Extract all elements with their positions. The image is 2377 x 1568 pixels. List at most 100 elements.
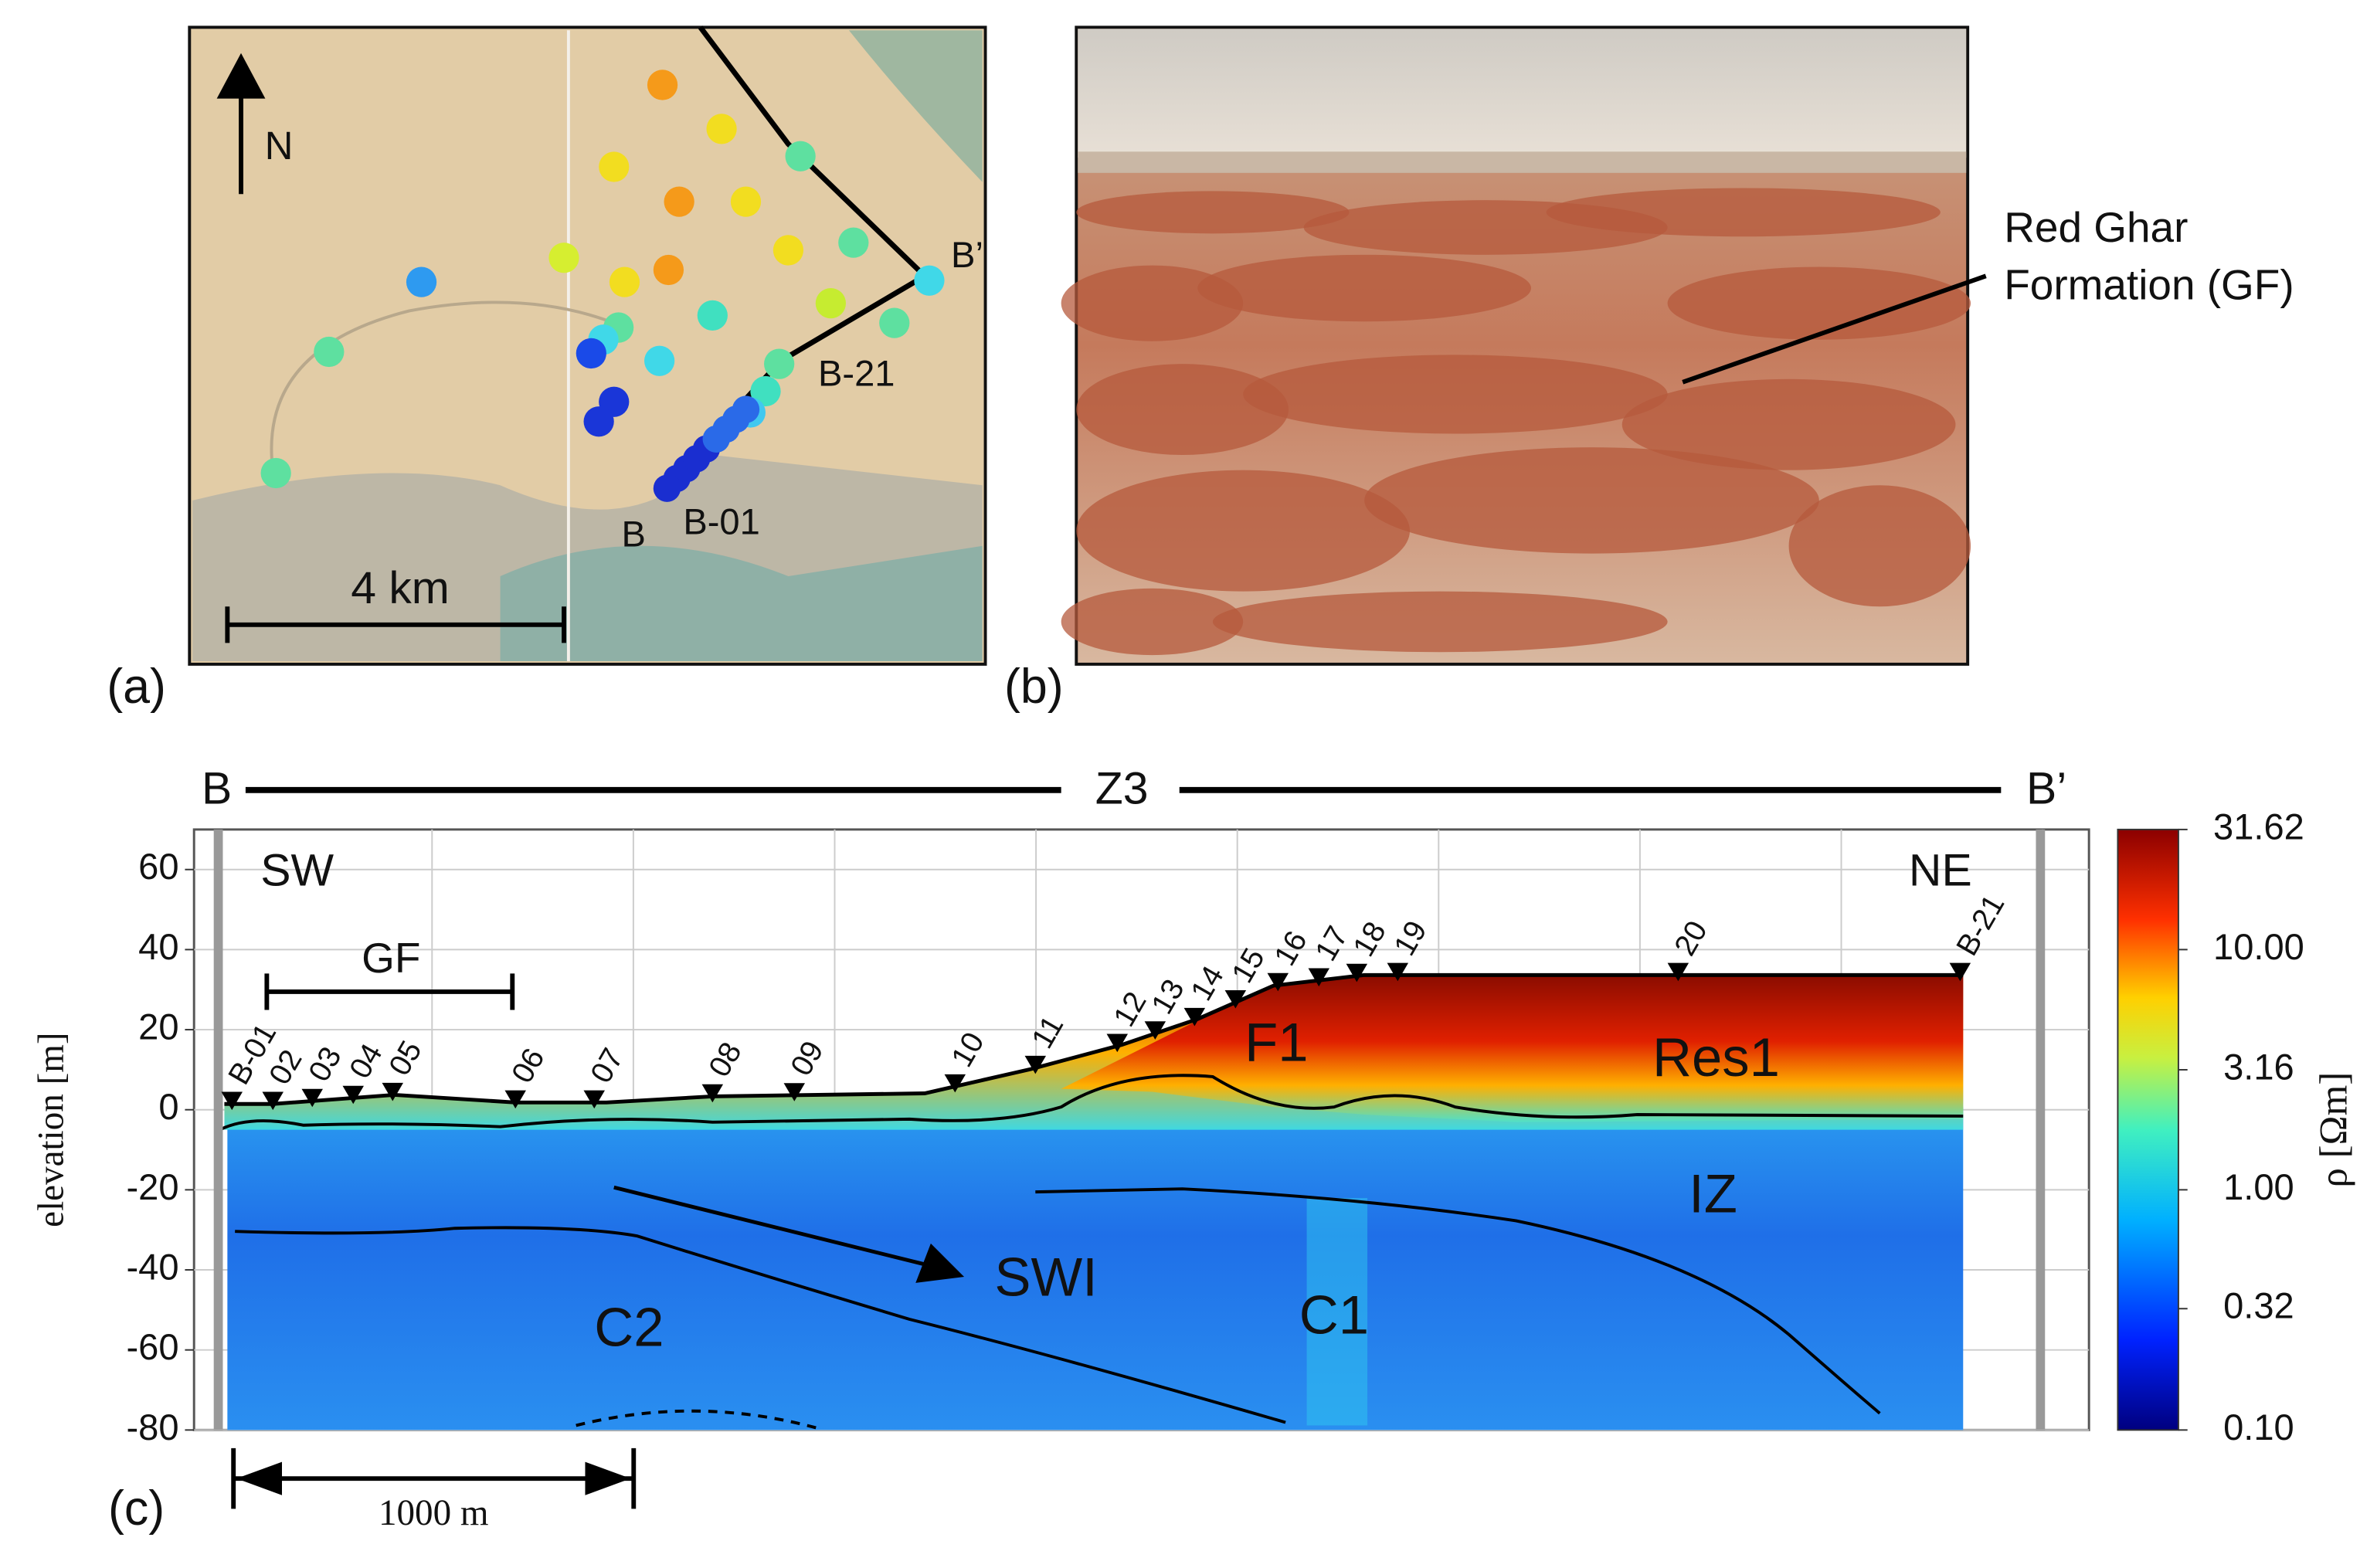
photo-horizon	[1078, 151, 1967, 173]
map-label: B’	[951, 234, 983, 275]
panel-label: (b)	[1004, 660, 1064, 714]
station-marker	[1267, 972, 1289, 992]
map-vegetation	[848, 30, 983, 182]
colorbar-label: ρ [Ωm]	[2313, 1072, 2356, 1188]
photo-rock	[1243, 355, 1668, 434]
y-tick-label: 0	[158, 1086, 178, 1127]
north-arrowhead	[216, 53, 266, 99]
map-dot	[914, 265, 945, 296]
map-dot	[314, 336, 345, 368]
y-tick-label: 60	[138, 846, 178, 887]
map-dot	[576, 338, 606, 369]
map-dot	[548, 243, 579, 273]
map-dot	[609, 266, 640, 297]
profile-label: B’	[2026, 763, 2066, 813]
station-marker	[382, 1082, 403, 1101]
y-tick-label: -80	[126, 1407, 178, 1448]
photo-rock	[1667, 266, 1971, 340]
photo-rock	[1546, 188, 1941, 237]
map-track	[270, 300, 623, 470]
station-marker	[1667, 962, 1689, 982]
colorbar-tick-label: 10.00	[2213, 926, 2304, 967]
zone-label: SW	[260, 845, 334, 895]
profile-label: B	[202, 763, 232, 813]
profile-label: Z3	[1095, 763, 1149, 813]
contour	[235, 1226, 1286, 1424]
map-dots	[260, 70, 945, 502]
map-dot	[764, 348, 795, 379]
station-marker	[1387, 962, 1409, 982]
section-resistive	[1061, 975, 1964, 1122]
colorbar-tick-label: 31.62	[2213, 806, 2304, 847]
y-tick-label: 40	[138, 926, 178, 967]
scale-label: 1000 m	[379, 1493, 489, 1533]
station-marker	[262, 1091, 284, 1111]
map-dot	[647, 70, 678, 100]
station-marker	[301, 1088, 323, 1108]
station-marker	[1224, 990, 1247, 1009]
colorbar	[2117, 828, 2179, 1431]
y-tick-label: -40	[126, 1246, 178, 1287]
station-marker	[1024, 1055, 1047, 1074]
zone-label: SWI	[994, 1247, 1097, 1308]
photo-rock	[1364, 447, 1819, 554]
contour-dashed	[576, 1409, 820, 1431]
station-marker	[1308, 968, 1330, 987]
zone-label: Res1	[1652, 1027, 1780, 1088]
map-scale-label: 4 km	[351, 563, 450, 613]
photo-annotation: Red Ghar	[2004, 203, 2188, 251]
zone-label: NE	[1909, 845, 1972, 895]
panel-label: (c)	[108, 1481, 165, 1536]
section-panel: B Z3 B’ -80 -60 -40 -20 0 20 40 60 elevation [m]…	[31, 763, 2355, 1533]
station-marker	[944, 1074, 966, 1093]
photo-rock	[1788, 485, 1971, 607]
station-marker	[1346, 963, 1368, 983]
photo-panel: Red Ghar Formation (GF)	[1061, 25, 2294, 666]
y-axis-label: elevation [m]	[31, 1032, 71, 1227]
y-tick-label: -20	[126, 1166, 178, 1207]
map-water	[500, 545, 983, 661]
station-marker	[1183, 1007, 1206, 1027]
map-dot	[838, 227, 869, 258]
colorbar-tick-label: 3.16	[2223, 1046, 2294, 1087]
map-dot	[750, 375, 781, 407]
station-marker	[1106, 1033, 1129, 1053]
north-label: N	[265, 124, 294, 168]
zone-label: GF	[362, 934, 420, 982]
station-marker	[504, 1090, 526, 1109]
map-label: B-21	[818, 352, 895, 393]
map-dot	[785, 141, 816, 171]
station-marker	[701, 1084, 724, 1103]
photo-rock	[1076, 364, 1289, 455]
panel-label: (a)	[107, 660, 166, 714]
photo-rock	[1061, 265, 1244, 341]
zone-label: C1	[1299, 1285, 1369, 1346]
station-marker	[1949, 962, 1971, 982]
swi-arrow	[613, 1185, 933, 1268]
zone-label: IZ	[1689, 1163, 1737, 1224]
map-dot	[664, 186, 694, 217]
profile-end	[213, 829, 223, 1431]
station-marker	[1144, 1021, 1166, 1040]
swi-arrowhead	[915, 1243, 965, 1283]
map-dot	[644, 345, 675, 376]
map-dot	[732, 395, 760, 423]
photo-sky	[1078, 29, 1967, 158]
map-dot	[730, 186, 762, 217]
zone-label: C2	[594, 1296, 664, 1357]
map-dot	[260, 457, 291, 489]
colorbar-tick-label: 0.10	[2223, 1407, 2294, 1448]
map-dot	[583, 406, 614, 437]
profile-end	[2036, 829, 2046, 1431]
map-dot	[815, 288, 847, 319]
map-label: B-01	[683, 501, 759, 542]
zone-label: F1	[1245, 1011, 1308, 1072]
colorbar-tick-label: 0.32	[2223, 1285, 2294, 1326]
map-panel: N 4 km B B-01 B-21 B’	[188, 25, 987, 666]
scale-arrowhead	[585, 1461, 631, 1495]
photo-annotation: Formation (GF)	[2004, 261, 2294, 309]
station-marker	[783, 1083, 806, 1101]
map-label: B	[622, 513, 646, 554]
photo-rock	[1621, 378, 1956, 470]
